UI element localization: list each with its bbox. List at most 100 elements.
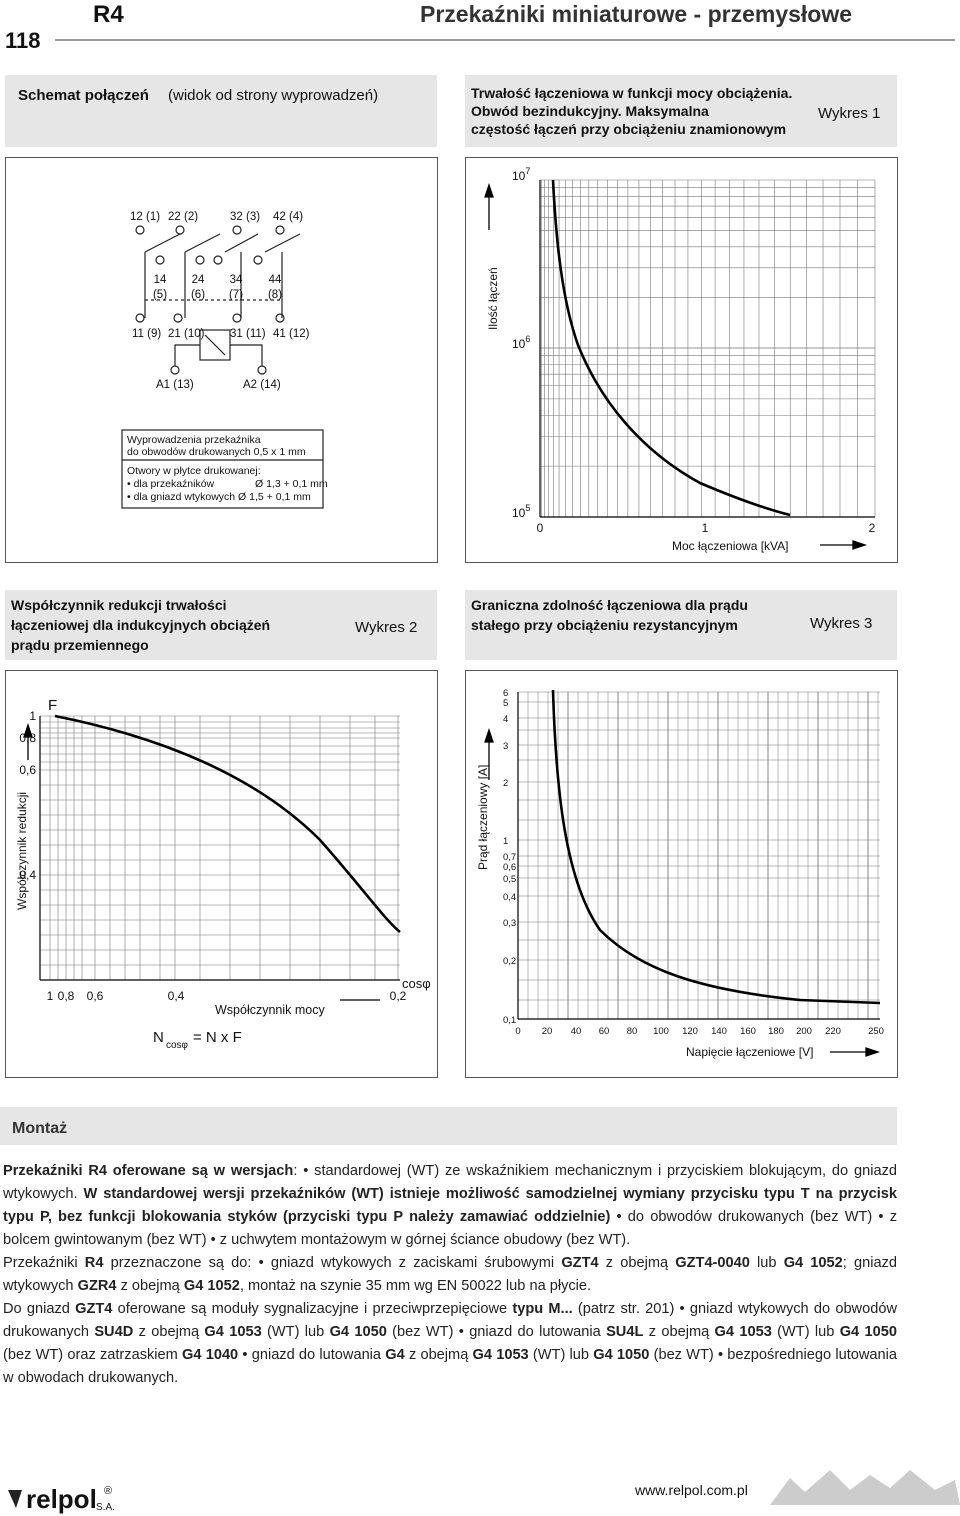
chart-title: Współczynnik redukcji trwałości	[11, 597, 227, 613]
text-run: (bez WT) • bezpośredniego lutowania w ob…	[3, 1347, 897, 1386]
text-run: lub	[749, 1255, 784, 1271]
x-tick-label: 200	[796, 1026, 812, 1037]
text-run: oferowane są moduły sygnalizacyjne i prz…	[112, 1301, 513, 1317]
chart-title: Obwód bezindukcyjny. Maksymalna	[471, 103, 709, 119]
curve	[54, 714, 401, 934]
chart-tag: Wykres 3	[810, 615, 872, 632]
text-run: (patrz str. 201) • gniazd wtykowych do o…	[3, 1301, 897, 1340]
pin-label: 32 (3)	[230, 211, 260, 223]
x-tick-label: 1	[702, 521, 709, 535]
note: Ø 1,3 + 0,1 mm	[255, 478, 328, 490]
x-tick-label: 0,2	[390, 989, 407, 1003]
y-tick-label: 0,8	[19, 731, 36, 745]
page-title: Przekaźniki miniaturowe - przemysłowe	[420, 1, 852, 27]
text-run: (bez WT) oraz zatrzaskiem	[3, 1347, 183, 1363]
text-run: typu M...	[512, 1301, 573, 1317]
x-tick-label: 20	[542, 1026, 553, 1037]
pin-label: 14	[154, 274, 167, 286]
x-tick-label: 120	[682, 1026, 698, 1037]
x-tick-label: 100	[653, 1026, 669, 1037]
pin-label: (5)	[153, 289, 167, 301]
paragraph: Przekaźniki R4 oferowane są w wersjach: …	[3, 1160, 897, 1252]
pin-label: 11 (9)	[132, 328, 161, 340]
text-run: z obejmą	[598, 1255, 676, 1271]
pin-label: 44	[269, 274, 282, 286]
note: Wyprowadzenia przekaźnika	[127, 434, 261, 446]
pin-label: 12 (1)	[130, 211, 160, 223]
axis-symbol: F	[48, 697, 57, 714]
axis-symbol: cosφ	[402, 976, 431, 991]
chart-title: prądu przemiennego	[11, 637, 149, 653]
text-run: W standardowej wersji przekaźników (WT) …	[3, 1186, 897, 1225]
tick-base: 10	[512, 169, 526, 183]
text-run: (WT) lub	[771, 1324, 840, 1340]
y-tick-label: 0,5	[503, 874, 516, 885]
text-run: przeznaczone są do: • gniazd wtykowych z…	[103, 1255, 562, 1271]
y-tick-label: 6	[503, 688, 508, 699]
y-tick-label: 0,4	[19, 868, 36, 882]
text-run: G4 1050	[593, 1347, 650, 1363]
y-tick-label: 0,6	[19, 763, 36, 777]
note: Otwory w płytce drukowanej:	[127, 465, 261, 477]
section-title: (widok od strony wyprowadzeń)	[168, 87, 378, 104]
chart-title: Trwałość łączeniowa w funkcji mocy obcią…	[471, 85, 792, 101]
curve	[551, 689, 881, 1005]
text-run: : • standardowej (WT) ze wskaźnikiem mec…	[3, 1163, 897, 1202]
pin-label: 41 (12)	[273, 328, 310, 340]
panels	[5, 157, 898, 1078]
y-tick-label: 2	[503, 778, 508, 789]
y-tick-label: 0,6	[503, 862, 516, 873]
tick-exponent: 5	[525, 503, 530, 513]
y-tick-label: 0,3	[503, 918, 516, 929]
pin-label: 22 (2)	[168, 211, 198, 223]
y-tick-label: 106	[512, 334, 530, 351]
text-run: G4 1052	[783, 1255, 843, 1271]
x-axis-label: Współczynnik mocy	[215, 1003, 325, 1017]
pin-label: (7)	[229, 289, 243, 301]
y-tick-label: 0,4	[503, 892, 516, 903]
text-run: z obejmą	[133, 1324, 205, 1340]
x-tick-label: 0,6	[87, 989, 104, 1003]
tick-base: 10	[512, 506, 526, 520]
page-number: 118	[5, 28, 41, 53]
text-run: z obejmą	[643, 1324, 715, 1340]
text-run: G4 1050	[839, 1324, 897, 1340]
pin-label: 42 (4)	[273, 211, 303, 223]
section-title: Montaż	[12, 1120, 67, 1137]
y-tick-label: 5	[503, 698, 508, 709]
wiring-diagram	[121, 225, 324, 509]
text-run: GZT4-0040	[675, 1255, 750, 1271]
chart-title: Graniczna zdolność łączeniowa dla prądu	[471, 597, 748, 613]
formula: cosφ	[166, 1040, 189, 1051]
text-run: GZT4	[561, 1255, 599, 1271]
product-code: R4	[93, 1, 124, 28]
y-tick-label: 3	[503, 741, 508, 752]
note: • dla przekaźników	[127, 478, 215, 490]
text-run: z obejmą	[116, 1278, 184, 1294]
formula: = N x F	[193, 1029, 242, 1046]
y-tick-label: 107	[512, 166, 530, 183]
section-header	[465, 590, 897, 660]
text-run: ; gniazd wtykowych	[3, 1255, 897, 1294]
text-run: G4 1053	[714, 1324, 772, 1340]
x-tick-label: 1	[47, 989, 54, 1003]
x-axis-label: Moc łączeniowa [kVA]	[672, 539, 789, 553]
chart-tag: Wykres 1	[818, 105, 880, 122]
text-run: z obejmą	[404, 1347, 473, 1363]
text-run: Przekaźniki	[3, 1255, 85, 1271]
text-run: (WT) lub	[528, 1347, 594, 1363]
text-run: Do gniazd	[3, 1301, 76, 1317]
y-tick-label: 1	[503, 836, 508, 847]
chart-tag: Wykres 2	[355, 619, 417, 636]
text-run: • do obwodów drukowanych (bez WT) • z bo…	[3, 1209, 898, 1248]
section-header	[465, 75, 897, 147]
section-title: Schemat połączeń	[18, 87, 149, 104]
axis-arrows	[23, 182, 881, 1057]
y-tick-label: 0,2	[503, 956, 516, 967]
x-tick-label: 40	[571, 1026, 582, 1037]
text-run: (bez WT) • gniazd do lutowania	[386, 1324, 607, 1340]
text-run: GZR4	[77, 1278, 117, 1294]
y-tick-label: 1	[29, 709, 36, 723]
